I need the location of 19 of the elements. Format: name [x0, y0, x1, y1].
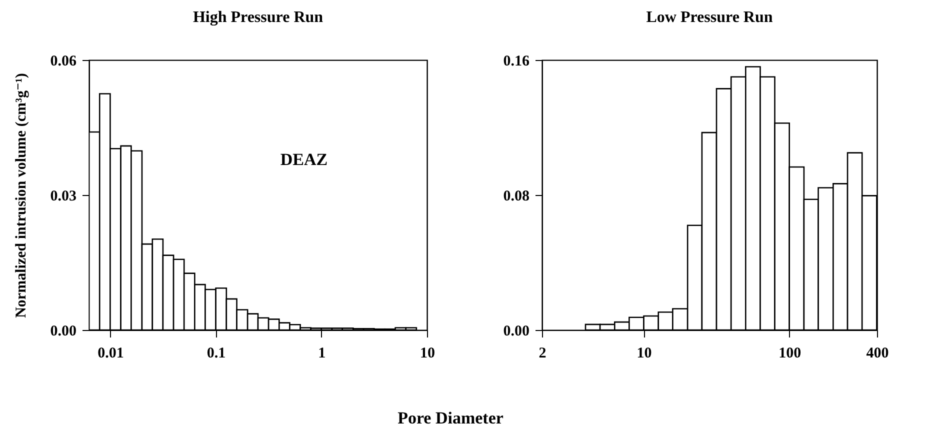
y-tick-label: 0.08	[503, 188, 530, 204]
x-tick-label: 2	[538, 346, 546, 362]
y-tick-label: 0.06	[50, 54, 77, 70]
y-tick-label: 0.16	[503, 54, 530, 70]
y-tick-label: 0.00	[503, 324, 530, 340]
x-tick-label: 100	[778, 346, 802, 362]
x-axis-title: Pore Diameter	[398, 408, 504, 428]
chart-title: Low Pressure Run	[646, 9, 773, 26]
x-tick-label: 10	[636, 346, 652, 362]
x-tick-label: 0.1	[206, 346, 226, 362]
y-tick-label: 0.03	[50, 188, 76, 204]
y-tick-label: 0.00	[50, 324, 76, 340]
x-tick-label: 10	[420, 346, 435, 362]
annotation: DEAZ	[280, 150, 328, 169]
chart-title: High Pressure Run	[192, 9, 324, 26]
x-tick-label: 400	[866, 346, 889, 362]
y-axis-title: Normalized intrusion volume (cm³g⁻¹)	[13, 73, 30, 318]
x-tick-label: 0.01	[98, 346, 124, 362]
x-tick-label: 1	[318, 346, 326, 362]
